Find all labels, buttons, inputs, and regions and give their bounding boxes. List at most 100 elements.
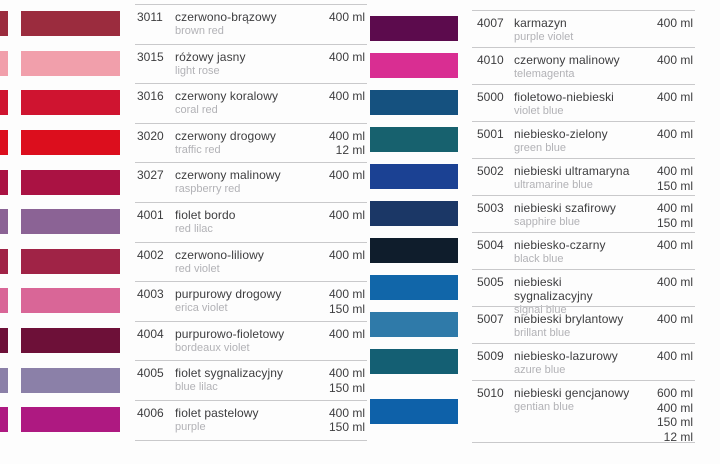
color-names: różowy jasny light rose [175, 50, 307, 79]
color-info: 4010 czerwony malinowy telemagenta 400 m… [472, 47, 695, 84]
volume-list: 400 ml [635, 238, 695, 253]
color-name-pl: różowy jasny [175, 49, 246, 64]
color-row: 3015 różowy jasny light rose 400 ml [0, 43, 367, 84]
color-name-pl: fioletowo-niebieski [514, 90, 614, 104]
color-row: 5010 niebieski gencjanowy gentian blue 6… [370, 380, 695, 444]
table-bottom-divider [472, 442, 695, 443]
volume-list: 400 ml 150 ml [307, 406, 367, 435]
ral-code: 3027 [137, 168, 164, 183]
color-row: 5004 niebiesko-czarny black blue 400 ml [370, 232, 695, 269]
color-name-en: traffic red [175, 143, 221, 156]
volume-list: 400 ml [635, 90, 695, 105]
color-info: 4006 fiolet pastelowy purple 400 ml 150 m… [135, 399, 367, 440]
color-swatch-sliver [0, 407, 8, 433]
volume-label: 400 ml [328, 128, 365, 143]
volume-label: 400 ml [656, 312, 693, 326]
color-swatch [370, 53, 458, 78]
volume-label: 400 ml [656, 201, 693, 215]
color-name-en: green blue [514, 142, 566, 154]
volume-label: 12 ml [335, 143, 365, 158]
color-names: czerwony malinowy raspberry red [175, 168, 307, 197]
color-name-pl: czerwono-liliowy [175, 247, 264, 262]
color-table-left: 3011 czerwono-brązowy brown red 400 ml 3… [0, 4, 367, 441]
color-names: fiolet sygnalizacyjny blue lilac [175, 366, 307, 395]
color-name-pl: niebieski ultramaryna [514, 164, 630, 178]
volume-list: 400 ml [307, 327, 367, 342]
color-info: 5002 niebieski ultramaryna ultramarine b… [472, 158, 695, 195]
volume-list: 400 ml 12 ml [307, 129, 367, 158]
color-name-en: telemagenta [514, 68, 575, 80]
color-swatch [21, 288, 120, 314]
color-info: 4005 fiolet sygnalizacyjny blue lilac 40… [135, 360, 367, 400]
volume-list: 400 ml [635, 127, 695, 142]
volume-list: 400 ml [635, 16, 695, 31]
color-names: niebiesko-lazurowy azure blue [514, 349, 635, 378]
volume-list: 400 ml [307, 168, 367, 183]
volume-label: 400 ml [328, 89, 365, 104]
volume-list: 400 ml [635, 349, 695, 364]
color-name-en: gentian blue [514, 401, 574, 413]
color-row: 3020 czerwony drogowy traffic red 400 ml… [0, 122, 367, 163]
ral-code: 4002 [137, 247, 164, 262]
ral-code: 3011 [137, 10, 163, 24]
color-name-pl: fiolet sygnalizacyjny [175, 366, 284, 381]
color-name-en: red violet [175, 262, 220, 275]
ral-code: 4010 [477, 53, 504, 67]
volume-list: 400 ml 150 ml [635, 164, 695, 193]
color-info: 4003 purpurowy drogowy erica violet 400 … [135, 281, 367, 321]
volume-label: 400 ml [328, 366, 365, 381]
color-name-en: blue lilac [175, 381, 218, 394]
color-name-pl: czerwony malinowy [175, 168, 281, 183]
color-swatch [21, 407, 120, 433]
volume-list: 400 ml 150 ml [635, 201, 695, 230]
color-info: 5005 niebieski sygnalizacyjny signal blu… [472, 269, 695, 316]
color-name-en: brillant blue [514, 327, 571, 339]
color-row: 4004 purpurowo-fioletowy bordeaux violet… [0, 320, 367, 361]
color-row: 5007 niebieski brylantowy brillant blue … [370, 306, 695, 343]
color-swatch [21, 328, 120, 354]
color-swatch-sliver [0, 50, 8, 76]
table-bottom-divider [135, 439, 367, 441]
color-name-en: ultramarine blue [514, 179, 593, 191]
volume-list: 400 ml [635, 312, 695, 327]
volume-list: 400 ml 150 ml [307, 366, 367, 395]
volume-label: 150 ml [656, 215, 693, 230]
color-info: 4004 purpurowo-fioletowy bordeaux violet… [135, 320, 367, 361]
color-names: czerwony malinowy telemagenta [514, 53, 635, 82]
color-swatch [21, 248, 120, 274]
volume-label: 12 ml [663, 429, 693, 444]
color-swatch [370, 90, 458, 115]
color-name-en: violet blue [514, 105, 564, 117]
ral-code: 4005 [137, 366, 164, 381]
color-name-pl: karmazyn [514, 16, 567, 30]
color-name-pl: purpurowy drogowy [175, 287, 282, 302]
color-names: czerwony koralowy coral red [175, 89, 307, 118]
color-swatch [370, 201, 458, 226]
volume-label: 400 ml [656, 400, 693, 415]
color-name-pl: purpurowo-fioletowy [175, 326, 285, 341]
color-names: niebiesko-czarny black blue [514, 238, 635, 267]
volume-list: 400 ml [307, 50, 367, 65]
volume-label: 400 ml [328, 287, 365, 302]
color-row: 3016 czerwony koralowy coral red 400 ml [0, 83, 367, 123]
volume-label: 400 ml [328, 10, 365, 24]
volume-label: 150 ml [328, 380, 365, 395]
color-name-pl: czerwono-brązowy [175, 10, 277, 24]
color-name-en: signal blue [514, 304, 567, 316]
volume-list: 400 ml [307, 208, 367, 223]
volume-label: 400 ml [656, 164, 693, 178]
ral-code: 4007 [477, 16, 504, 30]
color-info: 3016 czerwony koralowy coral red 400 ml [135, 83, 367, 123]
color-swatch [21, 90, 120, 116]
color-swatch [370, 238, 458, 263]
color-info: 5010 niebieski gencjanowy gentian blue 6… [472, 380, 695, 444]
color-row: 5003 niebieski szafirowy sapphire blue 4… [370, 195, 695, 232]
color-swatch-sliver [0, 90, 8, 116]
volume-list: 600 ml 400 ml 150 ml 12 ml [635, 386, 695, 444]
ral-code: 3015 [137, 49, 164, 64]
color-row: 3011 czerwono-brązowy brown red 400 ml [0, 4, 367, 44]
color-swatch [370, 275, 458, 300]
ral-code: 5005 [477, 275, 504, 289]
color-info: 5004 niebiesko-czarny black blue 400 ml [472, 232, 695, 269]
volume-label: 400 ml [328, 247, 365, 262]
